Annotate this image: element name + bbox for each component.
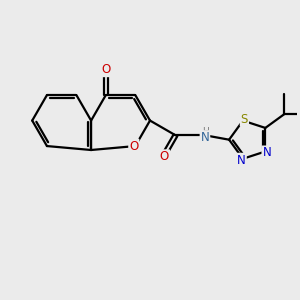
Text: O: O — [101, 63, 110, 76]
Text: S: S — [241, 113, 248, 126]
Text: H: H — [202, 127, 209, 136]
Text: O: O — [129, 140, 138, 153]
Text: N: N — [262, 146, 271, 159]
Text: N: N — [237, 154, 246, 167]
Text: O: O — [160, 150, 169, 163]
Text: N: N — [201, 131, 209, 144]
